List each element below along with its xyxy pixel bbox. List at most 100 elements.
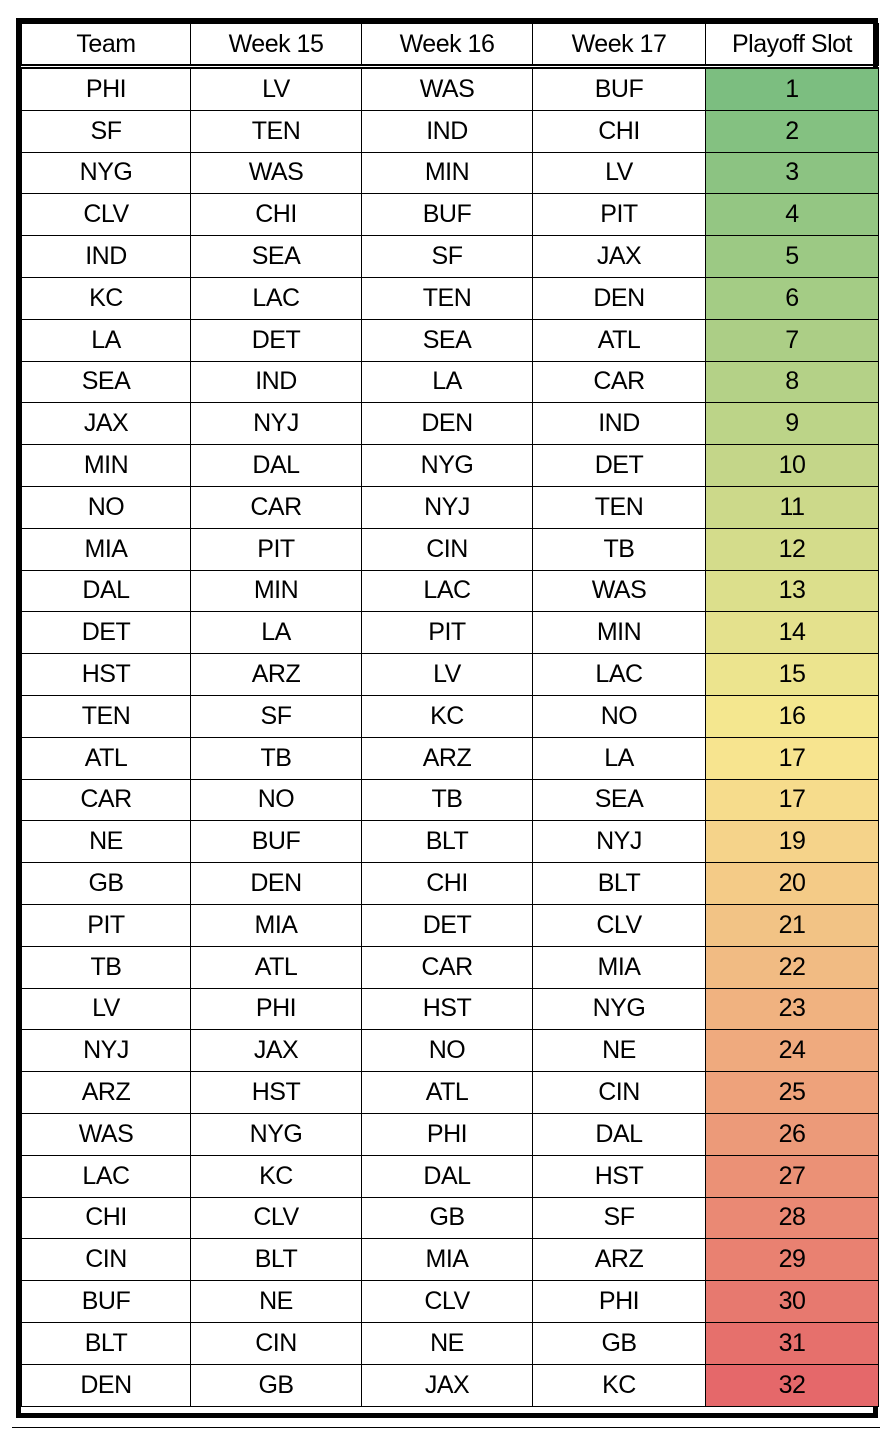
team-cell: NO [190, 778, 362, 822]
slot-cell: 27 [705, 1154, 879, 1198]
team-cell: CIN [532, 1071, 706, 1114]
team-cell: JAX [532, 235, 706, 278]
table-row: ARZ HST ATL CIN 25 [21, 1071, 879, 1114]
team-cell: NYG [361, 444, 533, 487]
team-cell: MIA [532, 945, 706, 989]
table-row: NE BUF BLT NYJ 19 [21, 820, 879, 864]
team-cell: NE [190, 1280, 362, 1323]
slot-cell: 4 [705, 193, 879, 237]
team-cell: IND [21, 235, 191, 278]
slot-cell: 28 [705, 1196, 879, 1240]
team-cell: DET [361, 903, 533, 947]
team-cell: HST [532, 1154, 706, 1198]
team-cell: SF [21, 109, 191, 153]
team-cell: ARZ [21, 1071, 191, 1114]
slot-cell: 21 [705, 903, 879, 947]
team-cell: SEA [190, 235, 362, 278]
slot-cell: 24 [705, 1029, 879, 1073]
slot-cell: 6 [705, 276, 879, 320]
table-body: PHI LV WAS BUF 1 SF TEN IND CHI 2 NYG WAS MIN LV 3 CLV C… [21, 66, 879, 1407]
table-row: BUF NE CLV PHI 30 [21, 1280, 879, 1323]
team-cell: NO [532, 694, 706, 738]
schedule-table: Team Week 15 Week 16 Week 17 Playoff Slot PH… [21, 23, 879, 1407]
header-cell: Week 17 [532, 23, 706, 69]
team-cell: PHI [361, 1112, 533, 1156]
team-cell: PHI [21, 66, 191, 111]
team-cell: PIT [21, 903, 191, 947]
table-row: NYG WAS MIN LV 3 [21, 151, 879, 195]
table-row: LAC KC DAL HST 27 [21, 1154, 879, 1198]
team-cell: DEN [190, 862, 362, 905]
team-cell: ARZ [190, 653, 362, 696]
team-cell: SF [190, 694, 362, 738]
team-cell: MIN [21, 444, 191, 487]
team-cell: LAC [21, 1154, 191, 1198]
team-cell: CHI [361, 862, 533, 905]
header-cell: Week 16 [361, 23, 533, 69]
team-cell: CHI [21, 1196, 191, 1240]
team-cell: GB [532, 1321, 706, 1365]
table-row: NYJ JAX NO NE 24 [21, 1029, 879, 1073]
team-cell: NYJ [190, 402, 362, 446]
slot-cell: 20 [705, 862, 879, 905]
team-cell: CIN [190, 1321, 362, 1365]
team-cell: LV [21, 987, 191, 1031]
team-cell: BUF [361, 193, 533, 237]
team-cell: LA [21, 318, 191, 362]
team-cell: MIA [190, 903, 362, 947]
team-cell: LAC [190, 276, 362, 320]
team-cell: TEN [532, 485, 706, 529]
slot-cell: 2 [705, 109, 879, 153]
team-cell: BUF [190, 820, 362, 864]
team-cell: WAS [21, 1112, 191, 1156]
team-cell: TB [190, 736, 362, 780]
team-cell: TB [361, 778, 533, 822]
table-row: DAL MIN LAC WAS 13 [21, 569, 879, 613]
team-cell: TEN [21, 694, 191, 738]
team-cell: CHI [190, 193, 362, 237]
slot-cell: 19 [705, 820, 879, 864]
team-cell: DET [21, 611, 191, 655]
team-cell: SEA [532, 778, 706, 822]
team-cell: DAL [361, 1154, 533, 1198]
team-cell: PHI [190, 987, 362, 1031]
team-cell: LAC [361, 569, 533, 613]
team-cell: DET [532, 444, 706, 487]
slot-cell: 12 [705, 527, 879, 571]
team-cell: LV [190, 66, 362, 111]
slot-cell: 7 [705, 318, 879, 362]
table-row: TEN SF KC NO 16 [21, 694, 879, 738]
team-cell: NO [21, 485, 191, 529]
team-cell: SF [361, 235, 533, 278]
team-cell: JAX [361, 1363, 533, 1407]
team-cell: LV [361, 653, 533, 696]
table-row: DEN GB JAX KC 32 [21, 1363, 879, 1407]
table-row: WAS NYG PHI DAL 26 [21, 1112, 879, 1156]
team-cell: CHI [532, 109, 706, 153]
header-row: Team Week 15 Week 16 Week 17 Playoff Slot [21, 23, 879, 69]
team-cell: SEA [361, 318, 533, 362]
team-cell: NYG [190, 1112, 362, 1156]
team-cell: KC [361, 694, 533, 738]
team-cell: JAX [21, 402, 191, 446]
team-cell: TEN [361, 276, 533, 320]
table-row: GB DEN CHI BLT 20 [21, 862, 879, 905]
table-row: DET LA PIT MIN 14 [21, 611, 879, 655]
slot-cell: 30 [705, 1280, 879, 1323]
team-cell: NYG [21, 151, 191, 195]
team-cell: NE [361, 1321, 533, 1365]
team-cell: JAX [190, 1029, 362, 1073]
table-row: JAX NYJ DEN IND 9 [21, 402, 879, 446]
team-cell: MIN [190, 569, 362, 613]
slot-cell: 25 [705, 1071, 879, 1114]
table-row: KC LAC TEN DEN 6 [21, 276, 879, 320]
header-cell: Team [21, 23, 191, 69]
table-row: CAR NO TB SEA 17 [21, 778, 879, 822]
team-cell: HST [361, 987, 533, 1031]
team-cell: ATL [532, 318, 706, 362]
team-cell: IND [361, 109, 533, 153]
team-cell: DET [190, 318, 362, 362]
table-row: SF TEN IND CHI 2 [21, 109, 879, 153]
team-cell: HST [21, 653, 191, 696]
team-cell: BLT [532, 862, 706, 905]
